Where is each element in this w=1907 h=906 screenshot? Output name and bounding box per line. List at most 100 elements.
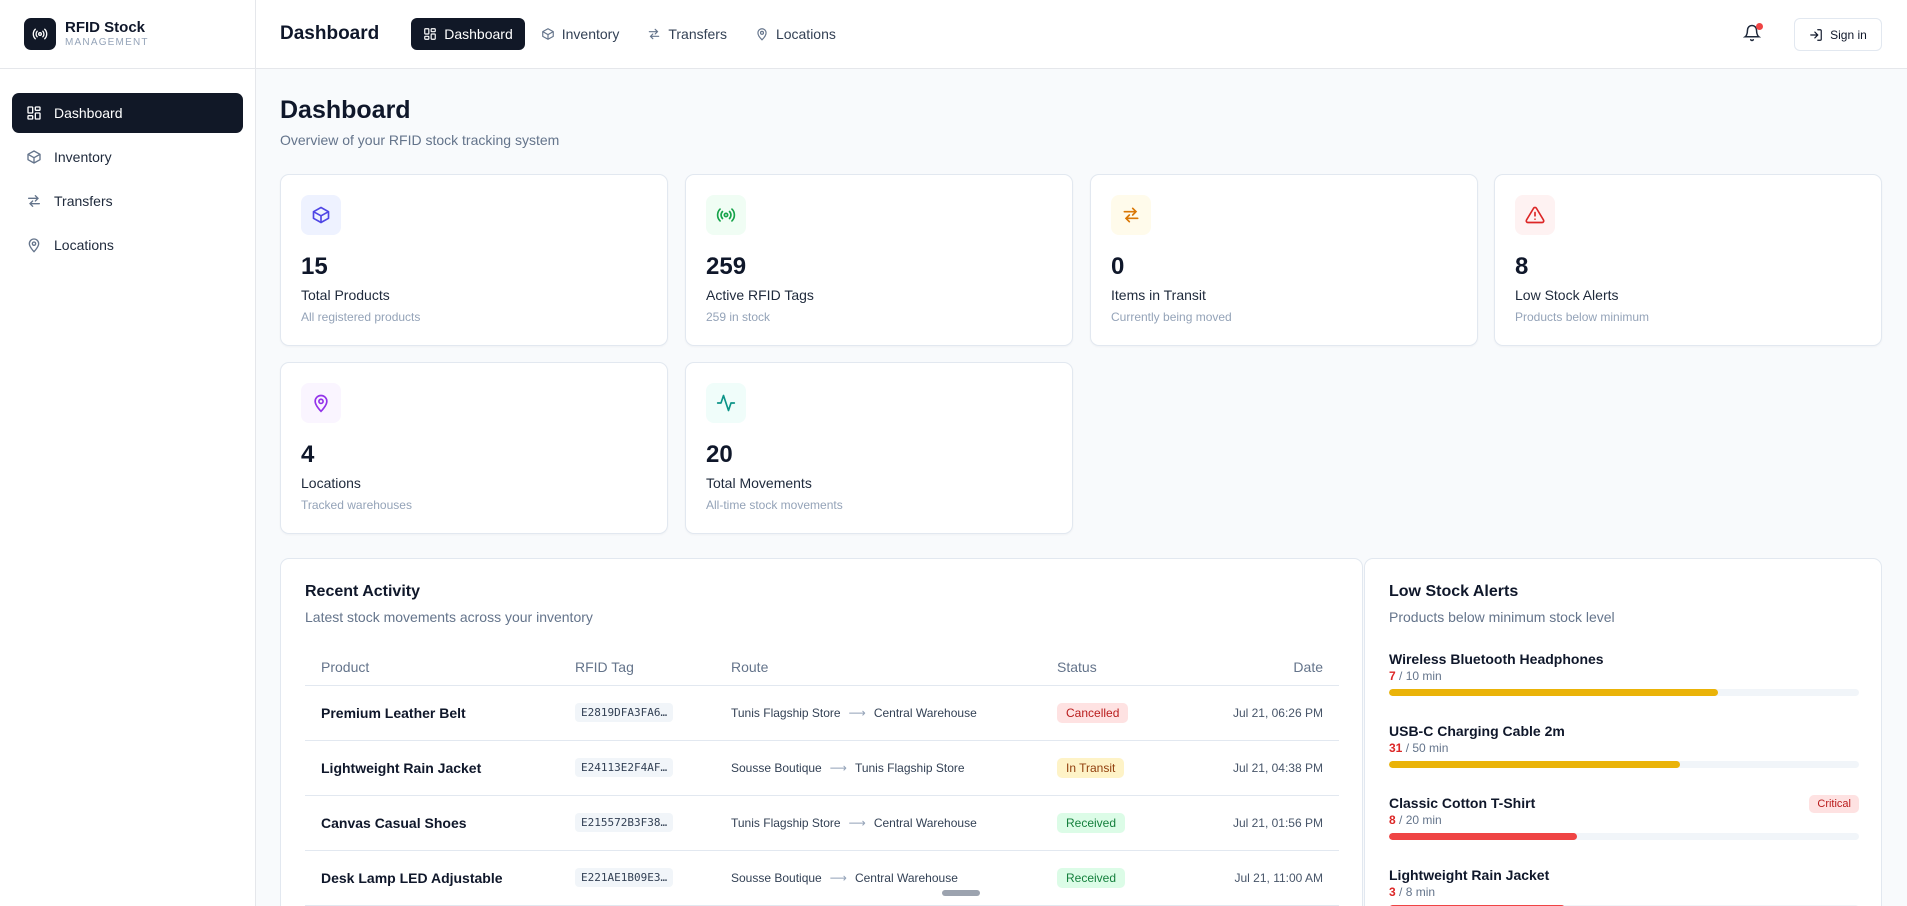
current-stock: 3 (1389, 885, 1396, 899)
stat-subtext: 259 in stock (706, 310, 771, 324)
stat-label: Total Movements (706, 475, 812, 491)
scrollbar-thumb[interactable] (942, 890, 980, 896)
stat-label: Total Products (301, 287, 390, 303)
stat-card-items-in-transit: 0 Items in Transit Currently being moved (1090, 174, 1478, 346)
stat-label: Items in Transit (1111, 287, 1206, 303)
status-badge: Received (1057, 812, 1126, 833)
recent-activity-subtitle: Latest stock movements across your inven… (305, 609, 593, 625)
current-stock: 7 (1389, 669, 1396, 683)
stat-value: 259 (706, 253, 747, 280)
activity-icon (706, 383, 746, 423)
current-stock: 8 (1389, 813, 1396, 827)
low-stock-count: 7 / 10 min (1389, 669, 1859, 683)
route-to: Tunis Flagship Store (854, 760, 965, 775)
low-stock-product-name: USB-C Charging Cable 2m (1389, 723, 1565, 739)
route-from: Sousse Boutique (731, 760, 822, 775)
tab-label: Inventory (561, 26, 620, 42)
sign-in-label: Sign in (1830, 27, 1867, 42)
minimum-stock: / 50 min (1402, 741, 1449, 755)
column-header-rfid-tag: RFID Tag (559, 649, 715, 686)
route: Tunis Flagship Store ⟶ Central Warehouse (731, 816, 1041, 830)
bell-icon[interactable] (1743, 23, 1763, 42)
low-stock-product-name: Lightweight Rain Jacket (1389, 867, 1550, 883)
table-row[interactable]: Lightweight Rain Jacket E24113E2F4AF… So… (305, 740, 1339, 796)
rfid-tag: E2819DFA3FA6… (575, 703, 674, 722)
tab-label: Transfers (668, 26, 727, 42)
page-title: Dashboard (280, 96, 411, 124)
recent-activity-table: Product RFID Tag Route Status Date Premi… (305, 649, 1339, 906)
stat-label: Active RFID Tags (706, 287, 814, 303)
stat-card-low-stock-alerts: 8 Low Stock Alerts Products below minimu… (1494, 174, 1882, 346)
tab-label: Dashboard (444, 26, 513, 42)
tab-label: Locations (775, 26, 836, 42)
brand[interactable]: RFID Stock MANAGEMENT (0, 0, 255, 69)
box-icon (541, 27, 555, 41)
stock-progress-fill (1389, 833, 1577, 840)
sidebar-item-label: Transfers (54, 193, 113, 209)
brand-name: RFID Stock (65, 19, 146, 36)
stat-card-active-rfid-tags: 259 Active RFID Tags 259 in stock (685, 174, 1073, 346)
status-badge: In Transit (1057, 757, 1125, 778)
route-to: Central Warehouse (854, 870, 958, 885)
table-row[interactable]: Desk Lamp LED Adjustable E221AE1B09E3… S… (305, 850, 1339, 906)
sidebar-item-label: Locations (54, 237, 114, 253)
product-name: Desk Lamp LED Adjustable (305, 850, 559, 906)
map-pin-icon (301, 383, 341, 423)
tab-inventory[interactable]: Inventory (529, 18, 632, 50)
sidebar-item-dashboard[interactable]: Dashboard (12, 93, 243, 133)
box-icon (26, 149, 42, 165)
sign-in-button[interactable]: Sign in (1794, 18, 1882, 51)
stat-value: 0 (1111, 253, 1125, 280)
tab-locations[interactable]: Locations (743, 18, 848, 50)
minimum-stock: / 20 min (1395, 813, 1442, 827)
route-from: Tunis Flagship Store (731, 705, 841, 720)
table-row[interactable]: Canvas Casual Shoes E215572B3F38… Tunis … (305, 795, 1339, 851)
arrows-icon (26, 193, 42, 209)
stat-card-total-products: 15 Total Products All registered product… (280, 174, 668, 346)
rfid-tag: E215572B3F38… (575, 813, 674, 832)
stock-progress-fill (1389, 761, 1681, 768)
date: Jul 21, 06:26 PM (1171, 685, 1339, 741)
recent-activity-panel: Recent Activity Latest stock movements a… (280, 558, 1363, 906)
sidebar-nav: Dashboard Inventory Transfers Locations (0, 69, 255, 265)
date: Jul 21, 04:38 PM (1171, 740, 1339, 796)
low-stock-subtitle: Products below minimum stock level (1389, 609, 1615, 625)
stat-subtext: All registered products (301, 310, 421, 324)
grid-icon (26, 105, 42, 121)
sidebar-item-transfers[interactable]: Transfers (12, 181, 243, 221)
sidebar-item-locations[interactable]: Locations (12, 225, 243, 265)
stat-label: Locations (301, 475, 361, 491)
table-row[interactable]: Premium Leather Belt E2819DFA3FA6… Tunis… (305, 685, 1339, 741)
main-content: Dashboard Overview of your RFID stock tr… (256, 69, 1907, 906)
arrows-icon (1111, 195, 1151, 235)
low-stock-title: Low Stock Alerts (1389, 583, 1519, 600)
column-header-date: Date (1171, 649, 1339, 686)
low-stock-count: 3 / 8 min (1389, 885, 1859, 899)
stock-progress-fill (1389, 689, 1718, 696)
low-stock-count: 31 / 50 min (1389, 741, 1859, 755)
low-stock-item[interactable]: USB-C Charging Cable 2m 31 / 50 min (1389, 723, 1859, 768)
recent-activity-title: Recent Activity (305, 583, 420, 600)
low-stock-item[interactable]: Wireless Bluetooth Headphones 7 / 10 min (1389, 651, 1859, 696)
rfid-tag: E221AE1B09E3… (575, 868, 674, 887)
low-stock-item[interactable]: Classic Cotton T-Shirt Critical 8 / 20 m… (1389, 795, 1859, 840)
arrows-icon (647, 27, 661, 41)
arrow-right-icon: ⟶ (829, 870, 847, 885)
product-name: Canvas Casual Shoes (305, 795, 559, 851)
map-pin-icon (26, 237, 42, 253)
stat-card-locations: 4 Locations Tracked warehouses (280, 362, 668, 534)
route-to: Central Warehouse (873, 705, 977, 720)
stat-value: 4 (301, 441, 315, 468)
low-stock-item[interactable]: Lightweight Rain Jacket 3 / 8 min (1389, 867, 1859, 906)
arrow-right-icon: ⟶ (848, 815, 866, 830)
date: Jul 21, 01:56 PM (1171, 795, 1339, 851)
critical-badge: Critical (1809, 795, 1859, 813)
tab-dashboard[interactable]: Dashboard (411, 18, 525, 50)
arrow-right-icon: ⟶ (848, 705, 866, 720)
stat-subtext: Currently being moved (1111, 310, 1232, 324)
stat-value: 8 (1515, 253, 1529, 280)
tab-transfers[interactable]: Transfers (635, 18, 739, 50)
brand-subtitle: MANAGEMENT (65, 37, 149, 48)
column-header-product: Product (305, 649, 559, 686)
sidebar-item-inventory[interactable]: Inventory (12, 137, 243, 177)
